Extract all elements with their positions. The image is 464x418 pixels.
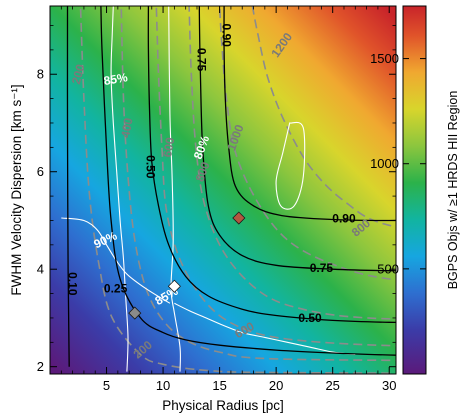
fraction-contour-label-0.75: 0.75	[195, 48, 209, 72]
colorbar	[402, 5, 427, 375]
marker-diamond-1	[128, 306, 142, 320]
count-contour-1000	[218, 6, 396, 281]
count-contour-label-600: 600	[160, 136, 177, 158]
x-tick-label: 30	[382, 378, 396, 393]
x-tick-label: 25	[325, 378, 339, 393]
x-tick-label: 20	[269, 378, 283, 393]
x-axis-title: Physical Radius [pc]	[162, 398, 284, 413]
tick-layer	[50, 6, 396, 374]
percent-contour-1	[168, 6, 181, 372]
y-tick-label: 6	[37, 164, 44, 179]
fraction-contour-label-0.50: 0.50	[298, 311, 322, 325]
colorbar-tick-layer: 500 1000 1500	[370, 51, 426, 276]
fraction-contour-label-0.25: 0.25	[104, 282, 128, 296]
colorbar-tick-label: 1500	[370, 51, 399, 66]
y-tick-label: 4	[37, 262, 44, 277]
y-axis-title: FWHM Velocity Dispersion [km s⁻¹]	[9, 84, 24, 295]
count-contour-label-200: 200	[69, 62, 88, 85]
plot-frame	[49, 5, 397, 375]
fraction-contour-0.90	[223, 6, 396, 222]
colorbar-tick-label: 1000	[370, 156, 399, 171]
fraction-contour-label-0.10: 0.10	[66, 272, 80, 296]
percent-contour-0	[110, 6, 129, 372]
fraction-contour-0.75	[198, 6, 396, 272]
y-tick-label: 8	[37, 67, 44, 82]
y-tick-label: 2	[37, 359, 44, 374]
tick-label-layer: 5 10 15 20 25 30 2 4 6 8	[37, 67, 397, 393]
fraction-contour-0.25	[100, 6, 396, 356]
marker-diamond-2	[167, 279, 181, 293]
x-tick-label: 15	[212, 378, 226, 393]
count-contour-800	[188, 6, 396, 320]
colorbar-tick-label: 500	[377, 261, 399, 276]
percent-contour-label-0: 85%	[103, 70, 129, 88]
count-contour-label-800: 800	[193, 160, 213, 184]
count-contour-1200	[251, 6, 396, 228]
fraction-contour-0.50	[147, 6, 396, 324]
fraction-contour-0.10	[66, 6, 70, 367]
marker-diamond-3	[232, 211, 246, 225]
percent-contour-3	[174, 302, 356, 356]
colorbar-label: BGPS Objs w/ ≥1 HRDS HII Region	[446, 91, 460, 290]
percent-contour-2	[61, 217, 171, 304]
count-contour-label-400: 400	[118, 116, 135, 138]
fraction-contour-label-0.90: 0.90	[219, 24, 233, 48]
x-tick-label: 10	[156, 378, 170, 393]
x-tick-label: 5	[103, 378, 110, 393]
fraction-contour-label-0.75: 0.75	[310, 261, 334, 275]
fraction-contour-label-0.50: 0.50	[144, 155, 158, 179]
fraction-contour-label-0.90: 0.90	[332, 212, 356, 226]
count-contour-400	[120, 6, 396, 362]
marker-layer	[128, 211, 246, 320]
count-contour-600	[155, 6, 396, 347]
percent-contour-loop	[275, 121, 306, 210]
